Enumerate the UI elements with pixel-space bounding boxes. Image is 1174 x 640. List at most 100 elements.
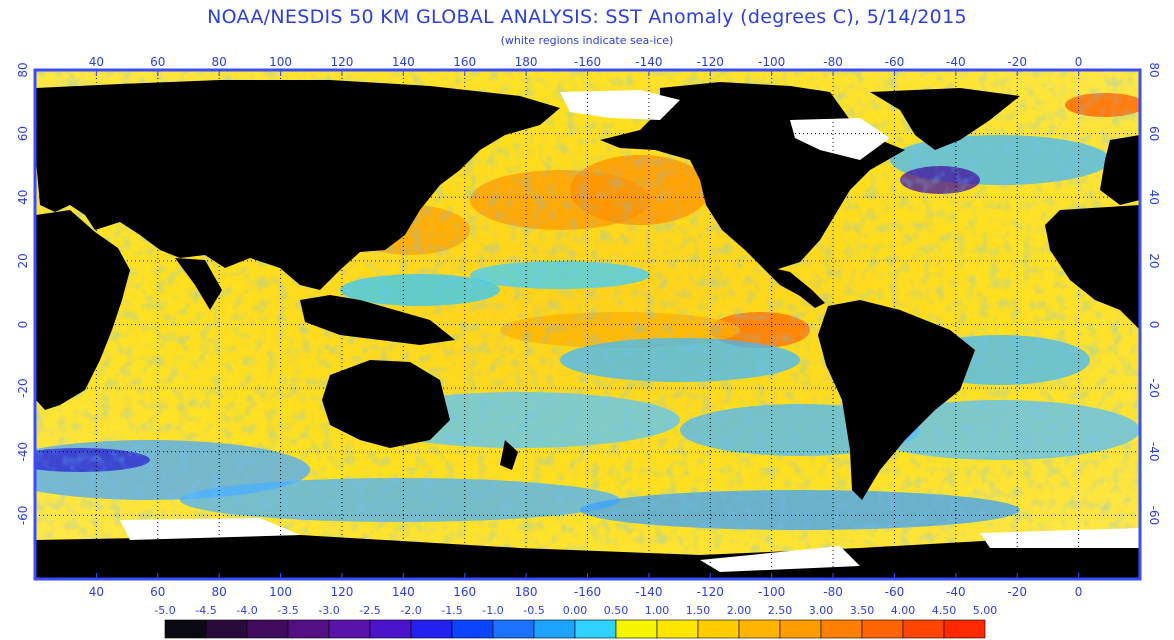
lat-tick-label-right: 40 [1147,190,1161,205]
lon-tick-label-bottom: 120 [330,585,353,599]
colorbar-label: -5.0 [154,604,175,617]
latitude-ticks-left: 80 60 40 20 0 -20 -40 -60 [16,62,30,525]
lon-tick-label-bottom: -40 [946,585,966,599]
lon-tick-label-top: 160 [453,55,476,69]
lon-tick-label-top: 80 [212,55,227,69]
colorbar-cell [205,619,248,639]
colorbar-cell [779,619,822,639]
colorbar-label: -2.0 [400,604,421,617]
colorbar-cell [738,619,781,639]
colorbar-cell [492,619,535,639]
colorbar-cell [615,619,658,639]
colorbar-label: -2.5 [359,604,380,617]
colorbar-label: -1.0 [482,604,503,617]
lat-tick-label-right: 80 [1147,62,1161,77]
lat-tick-label-left: -20 [16,378,30,398]
colorbar-label: 3.50 [850,604,875,617]
lat-tick-label-right: 20 [1147,253,1161,268]
lat-tick-label-right: 60 [1147,126,1161,141]
colorbar-labels: -5.0 -4.5 -4.0 -3.5 -3.0 -2.5 -2.0 -1.5 -1.0 -0.5… [154,604,997,617]
lon-tick-label-top: -40 [946,55,966,69]
colorbar-cell [574,619,617,639]
lat-tick-label-left: 40 [16,190,30,205]
latitude-ticks-right: 80 60 40 20 0 -20 -40 -60 [1147,62,1161,525]
lon-tick-label-bottom: 100 [269,585,292,599]
colorbar-label: -3.0 [318,604,339,617]
lat-tick-label-right: -40 [1147,442,1161,462]
lon-tick-label-bottom: 40 [89,585,104,599]
lon-tick-label-bottom: -140 [635,585,662,599]
lon-tick-label-top: 180 [515,55,538,69]
colorbar-cell [328,619,371,639]
colorbar-label: -3.5 [277,604,298,617]
lat-tick-label-left: 60 [16,126,30,141]
lon-tick-label-top: 60 [150,55,165,69]
colorbar [164,619,986,639]
colorbar-cell [164,619,207,639]
lon-tick-label-bottom: 180 [515,585,538,599]
colorbar-cell [820,619,863,639]
lon-tick-label-bottom: 60 [150,585,165,599]
colorbar-cell [246,619,289,639]
colorbar-label: 2.50 [768,604,793,617]
colorbar-cell [697,619,740,639]
lon-tick-label-bottom: -120 [697,585,724,599]
lon-tick-label-top: 120 [330,55,353,69]
colorbar-label: -0.5 [523,604,544,617]
colorbar-label: 1.50 [686,604,711,617]
lat-tick-label-left: 20 [16,253,30,268]
lon-tick-label-top: -140 [635,55,662,69]
land-masses [36,80,1140,579]
lon-tick-label-bottom: -80 [823,585,843,599]
lon-tick-label-bottom: -100 [758,585,785,599]
colorbar-cell [943,619,986,639]
colorbar-label: 4.50 [932,604,957,617]
colorbar-label: 2.00 [727,604,752,617]
colorbar-cell [287,619,330,639]
colorbar-label: -1.5 [441,604,462,617]
longitude-ticks-bottom: 40 60 80 100 120 140 160 180 -160 -140 -120 -100 -80… [89,573,1083,599]
lon-tick-label-top: -160 [574,55,601,69]
lon-tick-label-top: -100 [758,55,785,69]
colorbar-cell [656,619,699,639]
colorbar-label: 3.00 [809,604,834,617]
colorbar-label: 5.00 [973,604,998,617]
lon-tick-label-bottom: -60 [885,585,905,599]
lat-tick-label-right: -20 [1147,378,1161,398]
lon-tick-label-top: -120 [697,55,724,69]
longitude-ticks-top: 40 60 80 100 120 140 160 180 -160 -140 -120 -100 -80… [89,55,1083,76]
lon-tick-label-top: 0 [1075,55,1083,69]
map-title: NOAA/NESDIS 50 KM GLOBAL ANALYSIS: SST A… [207,6,967,28]
colorbar-cell [451,619,494,639]
colorbar-cell [369,619,412,639]
lon-tick-label-top: -80 [823,55,843,69]
lat-tick-label-left: 80 [16,62,30,77]
lat-tick-label-left: -60 [16,506,30,526]
colorbar-cell [533,619,576,639]
sea-ice [120,90,1140,572]
lon-tick-label-bottom: -20 [1007,585,1027,599]
lon-tick-label-top: 140 [392,55,415,69]
lon-tick-label-bottom: 80 [212,585,227,599]
lon-tick-label-top: 40 [89,55,104,69]
colorbar-label: 1.00 [645,604,670,617]
lat-tick-label-right: -60 [1147,506,1161,526]
lon-tick-label-bottom: 160 [453,585,476,599]
colorbar-label: 0.50 [604,604,629,617]
colorbar-cell [861,619,904,639]
lat-tick-label-right: 0 [1147,321,1161,329]
lat-tick-label-left: 0 [16,321,30,329]
colorbar-label: 0.00 [563,604,588,617]
lon-tick-label-bottom: -160 [574,585,601,599]
colorbar-label: 4.00 [891,604,916,617]
colorbar-label: -4.0 [236,604,257,617]
colorbar-label: -4.5 [195,604,216,617]
colorbar-cell [410,619,453,639]
lon-tick-label-top: -60 [885,55,905,69]
lon-tick-label-bottom: 140 [392,585,415,599]
lon-tick-label-top: -20 [1007,55,1027,69]
colorbar-cell [902,619,945,639]
lat-tick-label-left: -40 [16,442,30,462]
lon-tick-label-bottom: 0 [1075,585,1083,599]
